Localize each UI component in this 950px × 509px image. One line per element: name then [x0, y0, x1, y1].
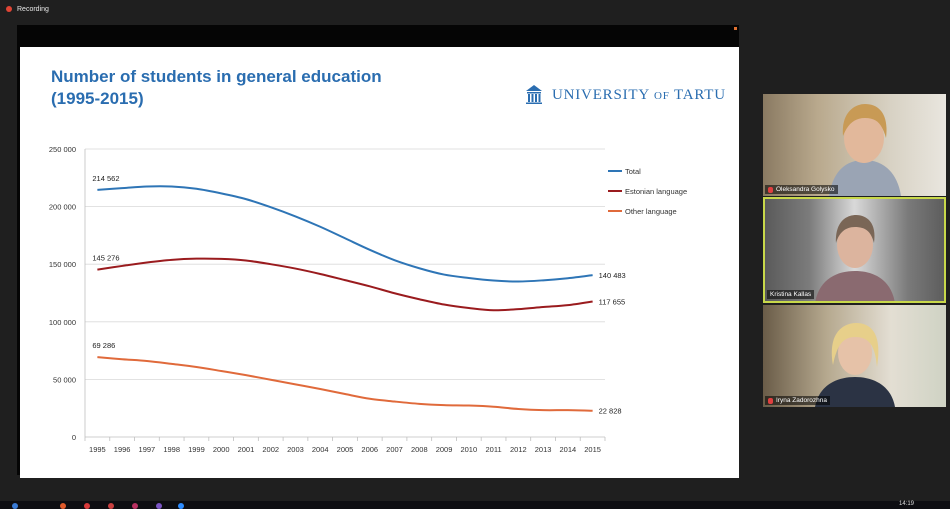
slide-title-line2: (1995-2015) — [51, 89, 144, 108]
os-taskbar: 14:19 — [0, 501, 950, 509]
series-start-label: 69 286 — [92, 341, 115, 350]
x-tick-label: 1999 — [188, 445, 205, 454]
y-tick-label: 150 000 — [49, 260, 76, 269]
clock: 14:19 — [898, 501, 914, 507]
university-name: UNIVERSITY OF TARTU — [552, 86, 726, 103]
series-end-label: 22 828 — [599, 407, 622, 416]
y-tick-label: 50 000 — [53, 375, 76, 384]
participant-silhouette — [815, 215, 895, 301]
x-tick-label: 2013 — [535, 445, 552, 454]
recording-label: Recording — [17, 5, 49, 13]
app-icon[interactable] — [132, 503, 138, 509]
series-start-label: 214 562 — [92, 174, 119, 183]
x-tick-label: 2007 — [386, 445, 403, 454]
x-tick-label: 1997 — [139, 445, 156, 454]
participant-name-tag: Kristina Kallas — [767, 290, 815, 299]
x-tick-label: 2006 — [361, 445, 378, 454]
series-line-0 — [97, 185, 593, 283]
x-tick-label: 2000 — [213, 445, 230, 454]
series-line-1 — [97, 257, 593, 312]
x-tick-label: 2009 — [436, 445, 453, 454]
x-tick-label: 1998 — [163, 445, 180, 454]
recording-dot-icon — [6, 6, 12, 12]
app-icon[interactable] — [156, 503, 162, 509]
x-tick-label: 1995 — [89, 445, 106, 454]
participant-video-2-active-speaker[interactable]: Kristina Kallas — [763, 197, 946, 303]
x-tick-label: 2010 — [460, 445, 477, 454]
legend-label: Total — [625, 167, 641, 176]
participant-silhouette — [829, 104, 901, 196]
y-tick-label: 200 000 — [49, 203, 76, 212]
participant-silhouette — [815, 323, 895, 407]
y-tick-label: 250 000 — [49, 145, 76, 154]
app-icon[interactable] — [108, 503, 114, 509]
recording-indicator: Recording — [0, 0, 950, 18]
slide-title-line1: Number of students in general education — [51, 67, 382, 86]
x-tick-label: 2004 — [312, 445, 329, 454]
participant-video-1[interactable]: Oleksandra Golysko — [763, 94, 946, 196]
participant-name-tag: Iryna Zadorozhna — [765, 396, 830, 405]
y-tick-label: 100 000 — [49, 318, 76, 327]
university-logo: UNIVERSITY OF TARTU — [525, 81, 726, 109]
x-tick-label: 2008 — [411, 445, 428, 454]
zoom-app-icon[interactable] — [178, 503, 184, 509]
legend-label: Estonian language — [625, 187, 687, 196]
students-line-chart: 250 000 200 000 150 000 100 000 50 000 0 1995 1… — [49, 145, 687, 454]
participant-name-tag: Oleksandra Golysko — [765, 185, 838, 194]
series-start-label: 145 276 — [92, 254, 119, 263]
x-tick-label: 2014 — [560, 445, 577, 454]
presentation-slide: Number of students in general education … — [20, 47, 739, 478]
series-end-label: 140 483 — [599, 271, 626, 280]
x-tick-label: 2003 — [287, 445, 304, 454]
series-line-2 — [97, 356, 593, 412]
start-icon[interactable] — [12, 503, 18, 509]
x-tick-label: 1996 — [114, 445, 131, 454]
participant-video-3[interactable]: Iryna Zadorozhna — [763, 305, 946, 407]
x-tick-label: 2012 — [510, 445, 527, 454]
series-end-label: 117 655 — [599, 297, 626, 306]
x-tick-label: 2005 — [337, 445, 354, 454]
x-tick-label: 2015 — [584, 445, 601, 454]
app-icon[interactable] — [60, 503, 66, 509]
x-tick-label: 2011 — [486, 445, 502, 454]
x-tick-label: 2001 — [238, 445, 255, 454]
app-icon[interactable] — [84, 503, 90, 509]
legend-label: Other language — [625, 207, 677, 216]
shared-screen: Number of students in general education … — [17, 25, 739, 478]
mic-muted-icon — [768, 397, 773, 404]
mic-muted-icon — [768, 186, 773, 193]
x-tick-label: 2002 — [262, 445, 279, 454]
y-tick-label: 0 — [72, 433, 76, 442]
university-building-icon — [526, 85, 542, 104]
share-indicator-icon — [734, 27, 737, 30]
